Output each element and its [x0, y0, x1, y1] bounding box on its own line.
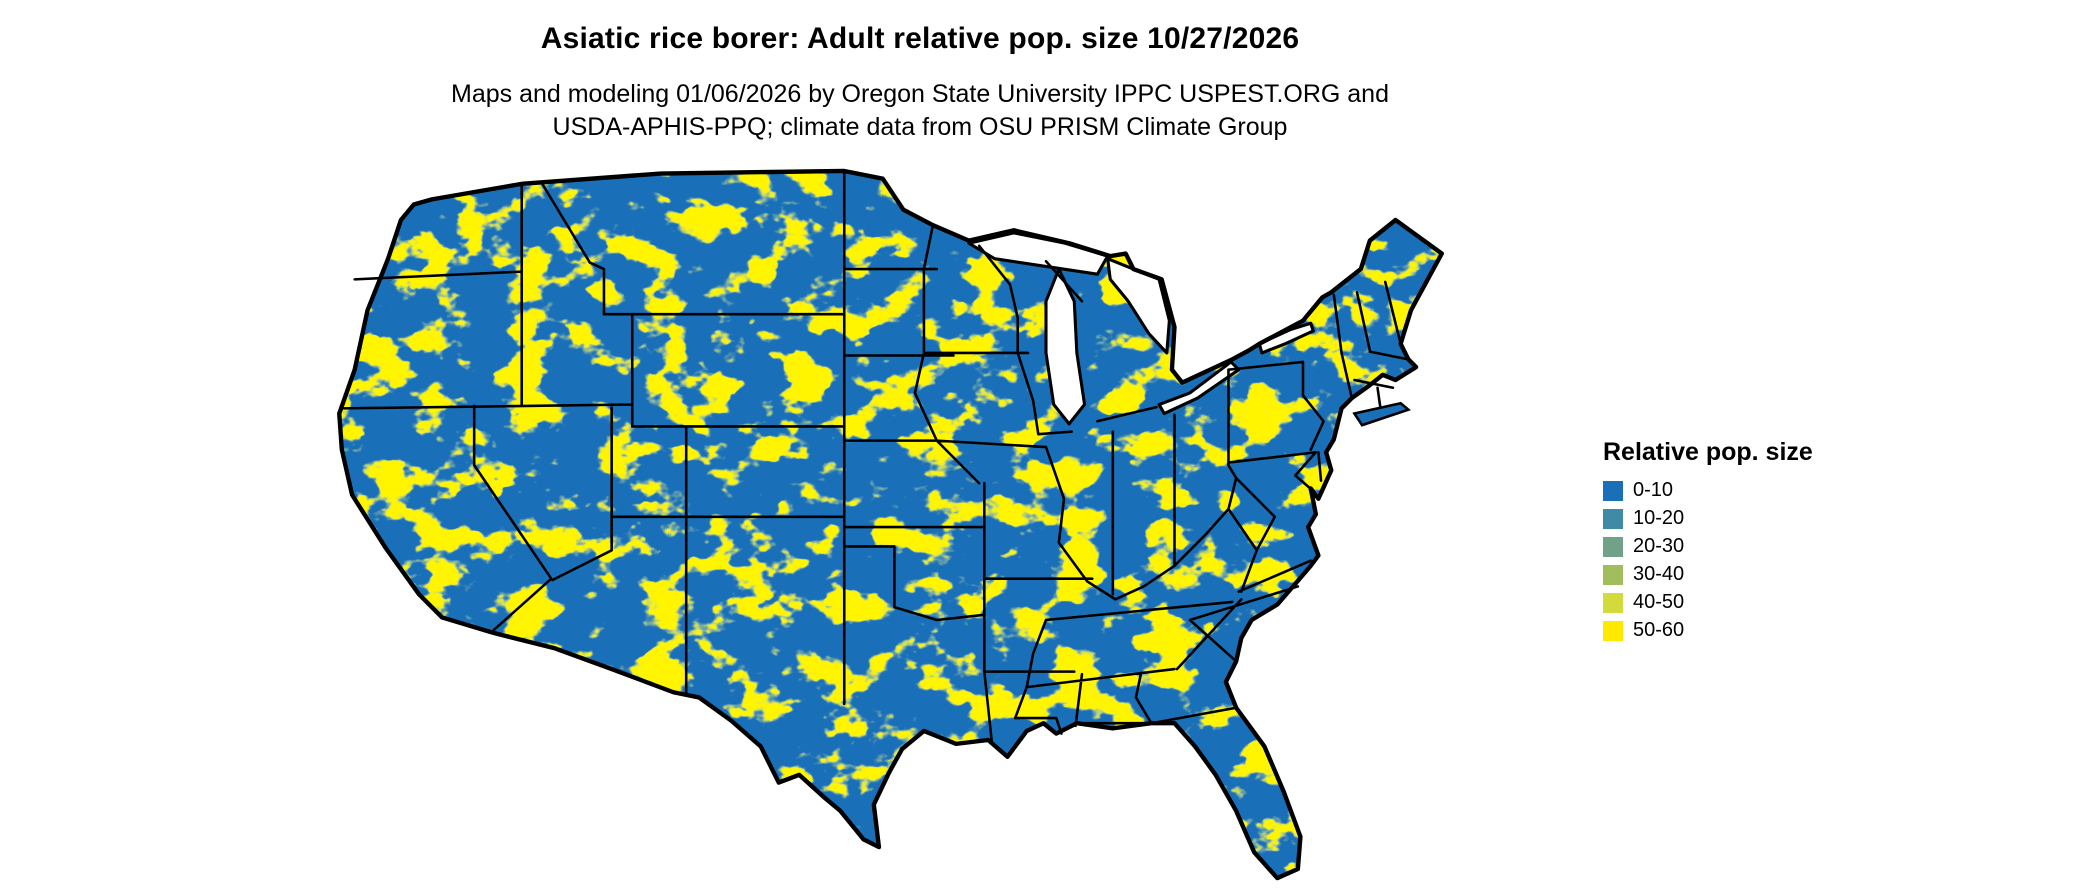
legend-swatch — [1603, 592, 1623, 613]
us-outline — [337, 168, 1444, 881]
legend-swatch — [1603, 480, 1623, 501]
state-boundaries — [340, 169, 1410, 746]
legend-item: 40-50 — [1603, 591, 1813, 614]
legend-label: 10-20 — [1633, 507, 1685, 529]
long-island — [1352, 401, 1411, 427]
legend-label: 30-40 — [1633, 563, 1685, 585]
legend-item: 50-60 — [1603, 619, 1813, 642]
legend-label: 50-60 — [1633, 619, 1685, 641]
legend-item: 30-40 — [1603, 563, 1813, 586]
legend-swatch — [1603, 536, 1623, 557]
us-map — [275, 140, 1560, 892]
page-title: Asiatic rice borer: Adult relative pop. … — [540, 22, 1300, 55]
legend-label: 0-10 — [1633, 479, 1674, 501]
great-lakes — [967, 231, 1315, 426]
legend-swatch — [1603, 564, 1623, 585]
subtitle-line-1: Maps and modeling 01/06/2026 by Oregon S… — [451, 80, 1389, 108]
legend-item: 10-20 — [1603, 507, 1813, 530]
title-block: Asiatic rice borer: Adult relative pop. … — [0, 22, 1840, 144]
subtitle-line-2: USDA-APHIS-PPQ; climate data from OSU PR… — [552, 113, 1288, 141]
legend-item: 0-10 — [1603, 479, 1813, 502]
legend-swatch — [1603, 620, 1623, 641]
legend-label: 20-30 — [1633, 535, 1685, 557]
us-map-svg — [337, 168, 1444, 881]
map-legend: Relative pop. size 0-10 10-20 20-30 30-4… — [1603, 438, 1813, 647]
legend-swatch — [1603, 508, 1623, 529]
lake-superior — [967, 231, 1110, 276]
map-subtitle: Maps and modeling 01/06/2026 by Oregon S… — [0, 78, 1840, 144]
legend-title: Relative pop. size — [1603, 438, 1813, 466]
legend-item: 20-30 — [1603, 535, 1813, 558]
lake-michigan — [1044, 267, 1087, 426]
legend-label: 40-50 — [1633, 591, 1685, 613]
